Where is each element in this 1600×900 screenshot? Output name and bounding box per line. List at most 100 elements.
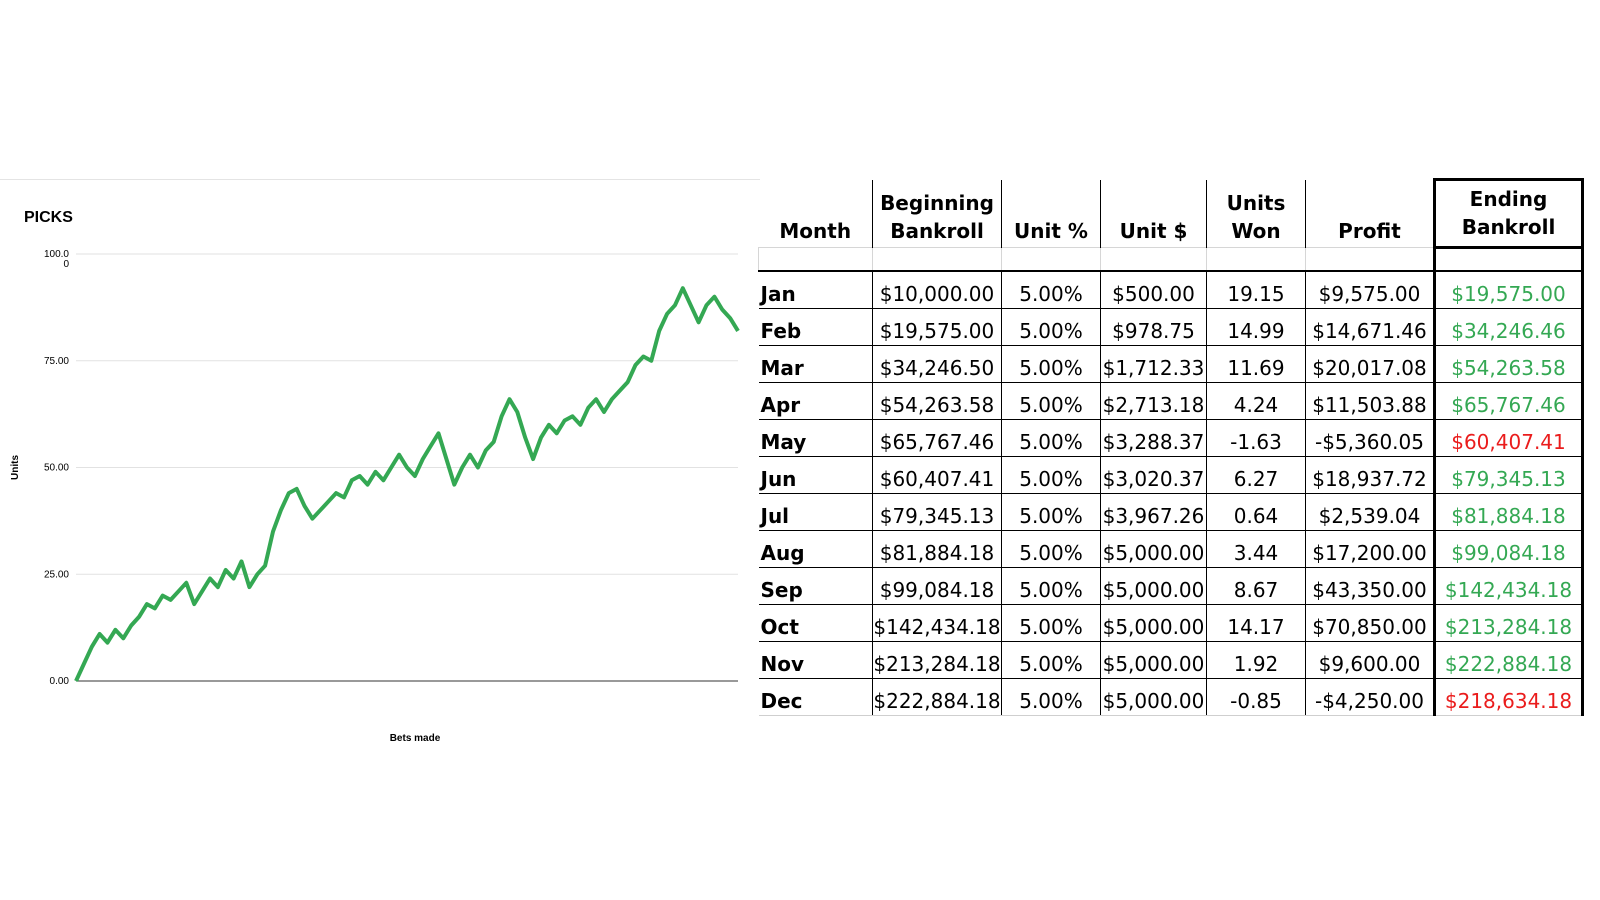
beginning-bankroll-cell: $99,084.18 (872, 567, 1002, 605)
table-panel: Month Beginning Bankroll Unit % Unit $ Un… (758, 178, 1600, 716)
month-cell: Sep (758, 567, 873, 605)
profit-cell: $9,575.00 (1305, 270, 1435, 309)
series-line (74, 286, 740, 682)
month-cell: Feb (758, 308, 873, 346)
profit-cell: $18,937.72 (1305, 456, 1435, 494)
spacer-cell (1206, 247, 1306, 272)
y-tick-label: 0 (63, 259, 69, 270)
x-axis-label: Bets made (389, 733, 441, 744)
ending-bankroll-cell: $99,084.18 (1433, 530, 1584, 568)
table-row: Jan $10,000.00 5.00% $500.00 19.15 $9,575.00 $… (758, 270, 1584, 309)
table-row: Sep $99,084.18 5.00% $5,000.00 8.67 $43,350.0… (758, 567, 1584, 605)
ending-bankroll-cell: $19,575.00 (1433, 270, 1584, 309)
table-header-row: Month Beginning Bankroll Unit % Unit $ Un… (758, 178, 1584, 249)
unit-pct-cell: 5.00% (1001, 270, 1101, 309)
table-spacer-row (758, 247, 1584, 272)
beginning-bankroll-cell: $81,884.18 (872, 530, 1002, 568)
header-beginning-bankroll: Beginning Bankroll (872, 179, 1002, 248)
ending-bankroll-cell: $222,884.18 (1433, 641, 1584, 679)
header-units-won: Units Won (1206, 179, 1306, 248)
profit-cell: -$4,250.00 (1305, 678, 1435, 716)
month-cell: Aug (758, 530, 873, 568)
unit-pct-cell: 5.00% (1001, 456, 1101, 494)
ending-bankroll-cell: $81,884.18 (1433, 493, 1584, 531)
top-divider (0, 179, 760, 180)
unit-pct-cell: 5.00% (1001, 530, 1101, 568)
y-tick-label: 0.00 (50, 676, 70, 687)
table-row: Oct $142,434.18 5.00% $5,000.00 14.17 $70,850… (758, 604, 1584, 642)
unit-dollar-cell: $3,020.37 (1100, 456, 1207, 494)
ending-bankroll-cell: $218,634.18 (1433, 678, 1584, 716)
month-cell: Dec (758, 678, 873, 716)
ending-bankroll-cell: $34,246.46 (1433, 308, 1584, 346)
units-won-cell: 0.64 (1206, 493, 1306, 531)
month-cell: Oct (758, 604, 873, 642)
unit-dollar-cell: $500.00 (1100, 270, 1207, 309)
spacer-cell (872, 247, 1002, 272)
unit-dollar-cell: $5,000.00 (1100, 678, 1207, 716)
unit-pct-cell: 5.00% (1001, 308, 1101, 346)
table-row: May $65,767.46 5.00% $3,288.37 -1.63 -$5,360.… (758, 419, 1584, 457)
beginning-bankroll-cell: $213,284.18 (872, 641, 1002, 679)
bankroll-table: Month Beginning Bankroll Unit % Unit $ Un… (758, 178, 1584, 716)
beginning-bankroll-cell: $10,000.00 (872, 270, 1002, 309)
ending-bankroll-cell: $54,263.58 (1433, 345, 1584, 383)
units-won-cell: 14.99 (1206, 308, 1306, 346)
unit-dollar-cell: $5,000.00 (1100, 530, 1207, 568)
spacer-cell (1001, 247, 1101, 272)
chart-title: PICKS (24, 209, 73, 226)
unit-pct-cell: 5.00% (1001, 493, 1101, 531)
unit-pct-cell: 5.00% (1001, 345, 1101, 383)
month-cell: Jul (758, 493, 873, 531)
spacer-cell (1100, 247, 1207, 272)
unit-dollar-cell: $978.75 (1100, 308, 1207, 346)
month-cell: Mar (758, 345, 873, 383)
units-won-cell: 11.69 (1206, 345, 1306, 383)
y-axis-label: Units (10, 455, 21, 480)
spacer-cell (758, 247, 873, 272)
unit-pct-cell: 5.00% (1001, 567, 1101, 605)
unit-dollar-cell: $5,000.00 (1100, 604, 1207, 642)
ending-bankroll-cell: $213,284.18 (1433, 604, 1584, 642)
beginning-bankroll-cell: $34,246.50 (872, 345, 1002, 383)
table-row: Jun $60,407.41 5.00% $3,020.37 6.27 $18,937.7… (758, 456, 1584, 494)
header-unit-pct: Unit % (1001, 179, 1101, 248)
units-won-cell: -1.63 (1206, 419, 1306, 457)
units-won-cell: 8.67 (1206, 567, 1306, 605)
profit-cell: -$5,360.05 (1305, 419, 1435, 457)
profit-cell: $43,350.00 (1305, 567, 1435, 605)
unit-dollar-cell: $1,712.33 (1100, 345, 1207, 383)
ending-bankroll-cell: $60,407.41 (1433, 419, 1584, 457)
header-profit: Profit (1305, 179, 1435, 248)
table-row: Mar $34,246.50 5.00% $1,712.33 11.69 $20,017.… (758, 345, 1584, 383)
units-won-cell: -0.85 (1206, 678, 1306, 716)
ending-bankroll-cell: $79,345.13 (1433, 456, 1584, 494)
header-ending-bankroll: Ending Bankroll (1433, 178, 1584, 249)
line-chart: 0.00 25.00 50.00 75.00 100.00 (44, 249, 740, 687)
profit-cell: $70,850.00 (1305, 604, 1435, 642)
header-unit-dollar: Unit $ (1100, 179, 1207, 248)
units-won-cell: 4.24 (1206, 382, 1306, 420)
beginning-bankroll-cell: $65,767.46 (872, 419, 1002, 457)
profit-cell: $2,539.04 (1305, 493, 1435, 531)
month-cell: Jan (758, 270, 873, 309)
profit-cell: $20,017.08 (1305, 345, 1435, 383)
ending-bankroll-cell: $142,434.18 (1433, 567, 1584, 605)
beginning-bankroll-cell: $79,345.13 (872, 493, 1002, 531)
units-won-cell: 1.92 (1206, 641, 1306, 679)
y-tick-label: 25.00 (44, 569, 69, 580)
month-cell: Jun (758, 456, 873, 494)
unit-dollar-cell: $5,000.00 (1100, 567, 1207, 605)
units-won-cell: 6.27 (1206, 456, 1306, 494)
units-won-cell: 19.15 (1206, 270, 1306, 309)
beginning-bankroll-cell: $60,407.41 (872, 456, 1002, 494)
profit-cell: $11,503.88 (1305, 382, 1435, 420)
beginning-bankroll-cell: $142,434.18 (872, 604, 1002, 642)
units-won-cell: 14.17 (1206, 604, 1306, 642)
table-row: Apr $54,263.58 5.00% $2,713.18 4.24 $11,503.8… (758, 382, 1584, 420)
month-cell: Nov (758, 641, 873, 679)
table-row: Feb $19,575.00 5.00% $978.75 14.99 $14,671.46… (758, 308, 1584, 346)
unit-pct-cell: 5.00% (1001, 382, 1101, 420)
header-month: Month (758, 179, 873, 248)
unit-pct-cell: 5.00% (1001, 419, 1101, 457)
